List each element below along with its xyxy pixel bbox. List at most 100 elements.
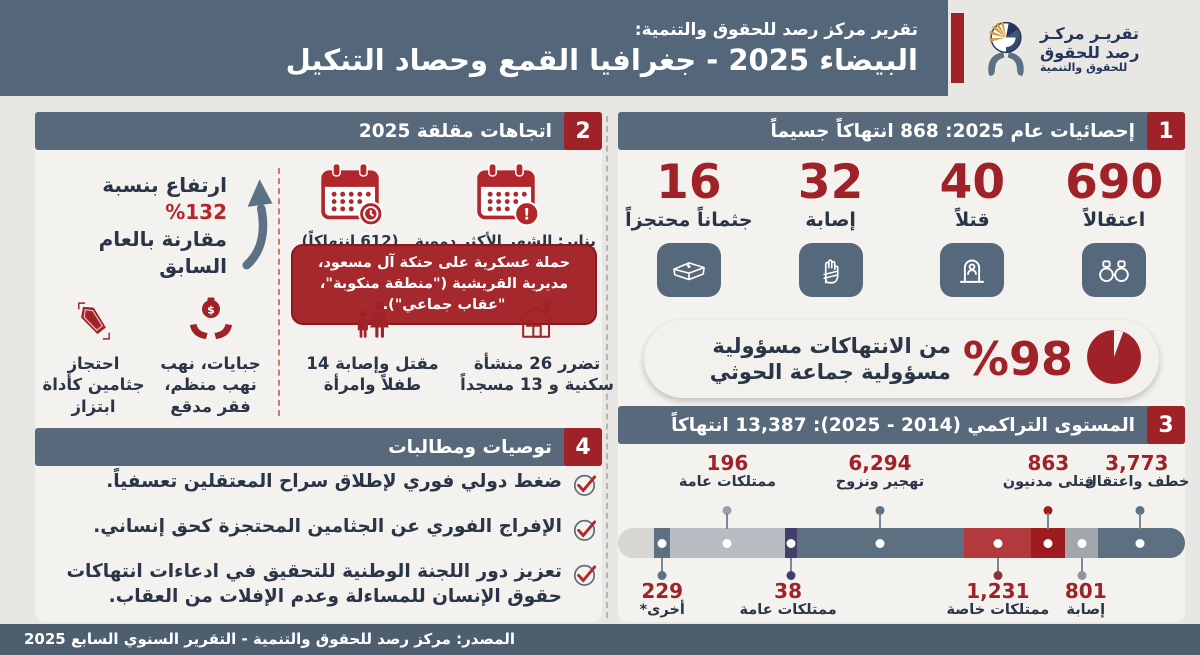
stat-label: اعتقالاً [1083,209,1146,232]
organization-emblem-icon [978,16,1034,84]
timeline-label: ممتلكات عامة [678,474,776,490]
timeline-label: أخرى* [639,602,685,618]
coffin-red-icon [68,302,120,350]
handcuffs-icon [1082,243,1147,298]
highlight-line1: من الانتهاكات مسؤولية [712,333,951,358]
injured-hand-icon [798,243,863,298]
connector-dot [1077,571,1087,580]
stat-value: 690 [1065,155,1164,210]
timeline-item-other: 229 أخرى* [602,580,722,619]
cumulative-timeline-chart: 3,773 خطف واعتقال 863 قتلى مدنيون 6,294 … [618,450,1189,624]
coffin-icon [656,243,721,298]
stats-row: 690 اعتقالاً 40 قتلاً [618,155,1185,298]
recommendation-item: الإفراج الفوري عن الجثامين المحتجزة كحق … [35,515,598,547]
section4-badge: 4 [564,428,602,466]
fact-women-children: مقتل وإصابة 14 طفلاً وامرأة [305,298,440,396]
section3-title: المستوى التراكمي (2014 - 2025): 13,387 ا… [671,414,1135,436]
connector-dot [786,571,796,580]
svg-text:!: ! [523,204,530,223]
stat-value: 16 [656,155,722,210]
svg-text:$: $ [207,304,215,317]
rise-stat: ارتفاع بنسبة %132 مقارنة بالعام السابق [41,172,281,280]
stat-value: 32 [797,155,864,210]
timeline-item-private-property: 1,231 ممتلكات خاصة [938,580,1058,619]
section4-title: توصيات ومطالبات [388,436,552,458]
family-icon [349,301,397,350]
timeline-value: 863 [1027,451,1070,475]
fact-label: جبايات، نهب نهب منظم، فقر مدقع [160,354,261,416]
logo-line3: للحقوق والتنمية [1040,61,1128,75]
bar-dot [1043,539,1053,548]
logo: تقريـر مركـز رصد للحقوق للحقوق والتنمية [978,8,1190,92]
recommendation-text: تعزيز دور اللجنة الوطنية للتحقيق في ادعا… [66,561,562,607]
column-divider [606,116,608,618]
left-column: 2 اتجاهات مقلقة 2025 ارتفاع بنسبة %132 م… [35,112,614,624]
recommendation-item: ضغط دولي فوري لإطلاق سراح المعتقلين تعسف… [35,470,598,502]
timeline-bar [618,528,1185,558]
fact-label: مقتل وإصابة 14 طفلاً وامرأة [306,354,439,395]
bar-dot [657,539,667,548]
gravestone-icon [940,243,1005,298]
timeline-label: إصابة [1066,602,1106,618]
stat-label: قتلاً [955,209,990,232]
connector-stem [726,513,729,529]
stat-label: إصابة [805,209,856,232]
fact-damaged-buildings: تضرر 26 منشأة سكنية و 13 مسجداً [447,298,627,396]
recommendation-text: الإفراج الفوري عن الجثامين المحتجزة كحق … [93,516,562,537]
violations-612-stat: (612 انتهاكاً) [290,160,410,250]
connector-dot [1135,506,1145,515]
bar-dot [786,539,796,548]
timeline-item-public-property-196: 196 ممتلكات عامة [667,452,787,491]
money-bag-hands-icon: $ [185,297,237,350]
calendar-alert-icon: ! [471,162,541,230]
timeline-item-public-property-38: 38 ممتلكات عامة [728,580,848,619]
connector-stem [1047,513,1050,529]
connector-stem [1080,558,1083,572]
connector-stem [789,558,792,572]
bar-dot [1077,539,1087,548]
rise-percentage: %132 [165,200,227,224]
recommendation-item: تعزيز دور اللجنة الوطنية للتحقيق في ادعا… [35,560,598,610]
timeline-value: 801 [1064,579,1107,603]
check-circle-icon [571,561,598,592]
timeline-item-injuries: 801 إصابة [1026,580,1146,619]
january-stat: ! يناير: الشهر الأكثر دموية [403,160,608,250]
timeline-value: 3,773 [1105,451,1169,475]
highlight-percentage: %98 [962,332,1073,386]
highlight-text: من الانتهاكات مسؤولية مسؤولية جماعة الحو… [710,333,951,386]
connector-dot [875,506,885,515]
logo-text: تقريـر مركـز رصد للحقوق للحقوق والتنمية [1040,24,1140,75]
stat-detained-bodies: 16 جثماناً محتجزاً [618,155,760,298]
pie-chart-icon [1085,328,1143,390]
stat-killed: 40 قتلاً [902,158,1044,298]
section1-title: إحصائيات عام 2025: 868 انتهاكاً جسيماً [770,120,1135,142]
connector-dot [993,571,1003,580]
stat-injured: 32 إصابة [760,155,902,298]
recommendations-list: ضغط دولي فوري لإطلاق سراح المعتقلين تعسف… [35,470,602,623]
header: تقرير مركز رصد للحقوق والتنمية: البيضاء … [0,0,948,96]
timeline-label: ممتلكات خاصة [946,602,1050,618]
connector-stem [1138,513,1141,529]
section2-divider [278,168,280,416]
fact-label: تضرر 26 منشأة سكنية و 13 مسجداً [460,354,614,395]
logo-line1: تقريـر مركـز [1040,24,1140,44]
timeline-label: ممتلكات عامة [739,602,837,618]
bar-dot [1135,539,1145,548]
timeline-value: 38 [774,579,803,603]
timeline-value: 196 [706,451,749,475]
houthi-responsibility-highlight: %98 من الانتهاكات مسؤولية مسؤولية جماعة … [644,320,1159,398]
stat-arrests: 690 اعتقالاً [1043,155,1185,298]
header-kicker: تقرير مركز رصد للحقوق والتنمية: [634,19,918,40]
damaged-house-icon [511,301,563,350]
timeline-item-kidnap-arrest: 3,773 خطف واعتقال [1077,452,1197,491]
section2-header: 2 اتجاهات مقلقة 2025 [35,112,602,150]
stat-label: جثماناً محتجزاً [625,209,753,232]
bar-dot [722,539,732,548]
fact-levies-looting: $ جبايات، نهب نهب منظم، فقر مدقع [153,294,268,417]
timeline-value: 1,231 [966,579,1030,603]
timeline-value: 6,294 [848,451,912,475]
timeline-label: خطف واعتقال [1084,474,1190,490]
connector-stem [878,513,881,529]
check-circle-icon [571,516,598,547]
